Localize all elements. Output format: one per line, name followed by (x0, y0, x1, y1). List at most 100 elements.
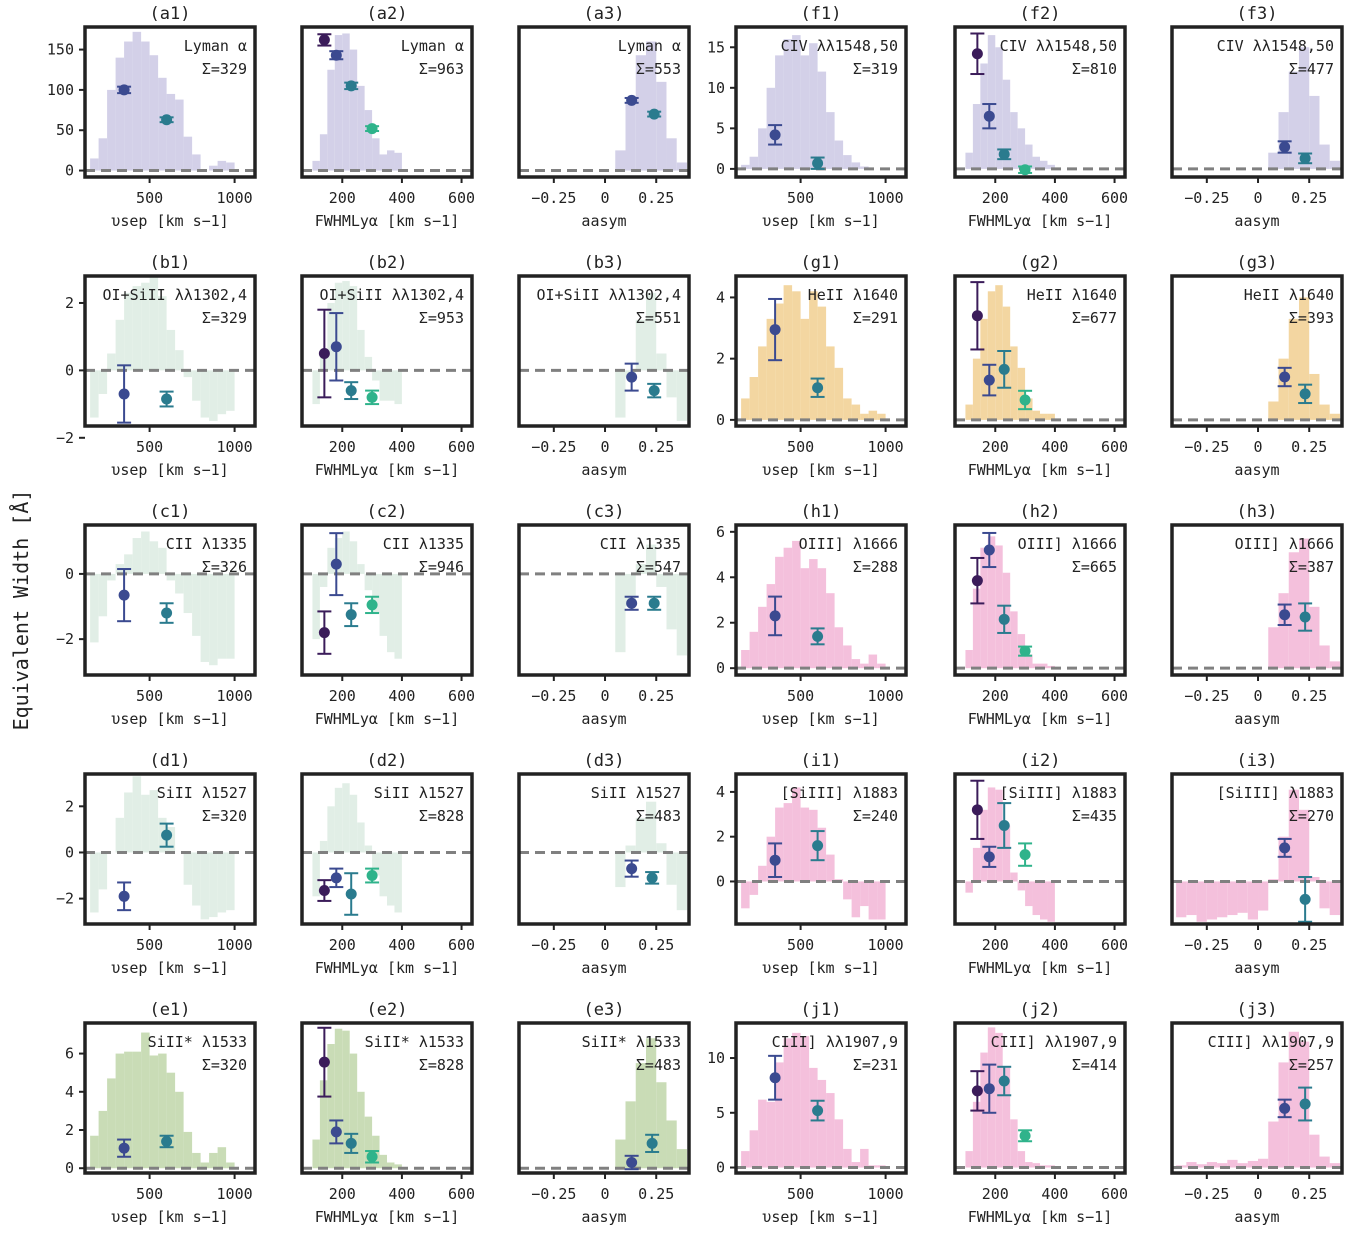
y-tick-label: 4 (716, 568, 725, 586)
data-point (161, 607, 173, 619)
histogram-bar (843, 398, 852, 420)
histogram-bar (217, 852, 227, 913)
panel-title: (g3) (1237, 253, 1278, 273)
histogram-bar (1268, 401, 1279, 420)
histogram-bar (809, 559, 818, 669)
x-tick-label: 0 (1254, 687, 1263, 705)
x-tick-label: −0.25 (531, 687, 576, 705)
panel-title: (b3) (584, 253, 625, 273)
x-tick-label: 200 (982, 936, 1009, 954)
histogram-bar (200, 1162, 210, 1169)
histogram-bar (972, 1101, 981, 1168)
panel-h1: (h1) 500 1000 0 2 4 6 OIII] λ1666 Σ=288 υsep [km … (716, 502, 908, 728)
panel-c2: (c2) 200 400 600 CII λ1335 Σ=946 FWHMLyα [km s… (300, 502, 475, 728)
data-point (648, 385, 660, 397)
histogram-bar (312, 852, 320, 897)
x-tick-label: 600 (448, 438, 475, 456)
axes-frame (953, 25, 1127, 179)
x-tick-label: −0.25 (1184, 189, 1229, 207)
sigma-label: Σ=677 (1072, 309, 1117, 327)
x-tick-label: 0.25 (1291, 687, 1327, 705)
data-point (366, 391, 378, 403)
data-point (366, 599, 378, 611)
histogram-bar (364, 356, 373, 371)
line-label: OI+SiII λλ1302,4 (537, 286, 682, 304)
axes-frame (517, 1021, 691, 1175)
data-point (646, 1137, 658, 1149)
x-tick-label: 600 (1101, 687, 1128, 705)
plot-area (1172, 297, 1342, 422)
data-point (1019, 164, 1031, 176)
histogram-bar (809, 1067, 818, 1168)
x-tick-label: 1000 (868, 687, 904, 705)
histogram-bar (972, 104, 981, 169)
line-label: SiII λ1527 (591, 784, 681, 802)
panel-h2: (h2) 200 400 600 OIII] λ1666 Σ=665 FWHMLyα [km… (953, 502, 1128, 728)
x-tick-label: 0 (601, 687, 610, 705)
histogram-bar (995, 789, 1003, 882)
plot-area (85, 531, 255, 666)
histogram-bar (1040, 160, 1048, 169)
histogram-bar (387, 573, 395, 653)
histogram-bar (1032, 156, 1040, 169)
plot-area (519, 801, 689, 911)
x-tick-label: 0.25 (638, 438, 674, 456)
axes-frame (517, 772, 691, 926)
line-label: SiII* λ1533 (365, 1033, 464, 1051)
data-point (318, 627, 330, 639)
data-point (626, 371, 638, 383)
panel-d2: (d2) 200 400 600 SiII λ1527 Σ=828 FWHMLyα [km … (300, 751, 475, 977)
panel-title: (e1) (150, 1000, 191, 1020)
histogram-bar (1329, 413, 1340, 420)
histogram-bar (124, 1051, 133, 1169)
histogram-bar (364, 110, 373, 171)
x-axis-label: FWHMLyα [km s−1] (968, 1208, 1113, 1226)
x-tick-label: 0.25 (638, 687, 674, 705)
histogram-bar (1258, 881, 1269, 911)
plot-area (85, 1032, 255, 1170)
x-tick-label: 0.25 (638, 936, 674, 954)
histogram-bar (1319, 144, 1330, 169)
histogram-bar (124, 554, 133, 574)
histogram-bar (1025, 654, 1033, 669)
sigma-label: Σ=231 (853, 1056, 898, 1074)
y-tick-label: −2 (56, 890, 74, 908)
histogram-bar (1309, 373, 1320, 420)
x-axis-label: υsep [km s−1] (762, 461, 879, 479)
x-axis-label: FWHMLyα [km s−1] (315, 959, 460, 977)
x-tick-label: 0.25 (1291, 438, 1327, 456)
histogram-bar (656, 81, 667, 171)
histogram-bar (115, 57, 125, 171)
histogram-bar (342, 281, 350, 371)
histogram-bar (124, 41, 133, 171)
histogram-bar (783, 547, 793, 669)
x-tick-label: −0.25 (1184, 438, 1229, 456)
plot-area (302, 33, 472, 173)
y-tick-label: 4 (716, 288, 725, 306)
x-axis-label: aasym (581, 710, 626, 728)
histogram-bar (775, 1062, 784, 1168)
data-point (330, 872, 342, 884)
data-point (345, 1137, 357, 1149)
plot-area (1172, 538, 1342, 670)
histogram-bar (860, 1148, 869, 1168)
y-tick-label: 0 (716, 659, 725, 677)
sigma-label: Σ=553 (636, 60, 681, 78)
data-point (626, 863, 638, 875)
histogram-bar (115, 319, 125, 371)
x-tick-label: 0 (601, 936, 610, 954)
x-tick-label: 1000 (217, 189, 253, 207)
histogram-bar (1196, 881, 1207, 922)
x-tick-label: 200 (982, 438, 1009, 456)
histogram-bar (676, 370, 687, 421)
line-label: OIII] λ1666 (1018, 535, 1117, 553)
histogram-bar (192, 852, 201, 906)
histogram-bar (200, 573, 210, 662)
histogram-bar (792, 1032, 801, 1168)
histogram-bar (783, 39, 793, 169)
x-axis-label: υsep [km s−1] (111, 212, 228, 230)
panel-title: (j2) (1020, 1000, 1061, 1020)
histogram-bar (217, 370, 227, 415)
histogram-bar (226, 1162, 235, 1169)
axes-frame (1170, 772, 1344, 926)
